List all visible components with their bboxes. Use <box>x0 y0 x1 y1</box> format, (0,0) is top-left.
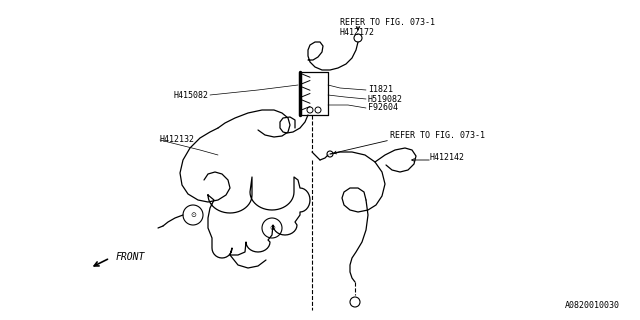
Text: F92604: F92604 <box>368 103 398 113</box>
Text: ⊙: ⊙ <box>269 225 275 231</box>
Text: H519082: H519082 <box>368 94 403 103</box>
Text: FRONT: FRONT <box>116 252 145 262</box>
Text: A0820010030: A0820010030 <box>565 301 620 310</box>
Text: H415082: H415082 <box>173 91 208 100</box>
Text: H412132: H412132 <box>160 135 195 145</box>
Text: H412142: H412142 <box>430 153 465 162</box>
Text: H412172: H412172 <box>340 28 375 37</box>
Text: I1821: I1821 <box>368 85 393 94</box>
Text: REFER TO FIG. 073-1: REFER TO FIG. 073-1 <box>390 131 485 140</box>
Text: ⊙: ⊙ <box>190 212 196 218</box>
Text: REFER TO FIG. 073-1: REFER TO FIG. 073-1 <box>340 18 435 27</box>
